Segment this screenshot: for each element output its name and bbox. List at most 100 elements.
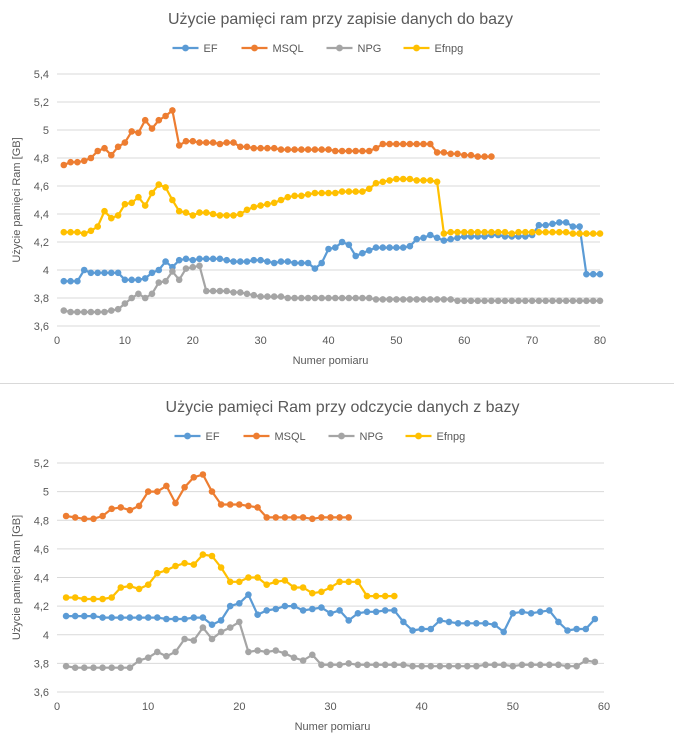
- data-point: [365, 247, 373, 254]
- data-point: [114, 212, 122, 219]
- data-point: [74, 277, 81, 285]
- data-point: [352, 294, 360, 302]
- chart-read: Użycie pamięci Ram przy odczycie danych …: [0, 388, 674, 737]
- legend-swatch-marker: [253, 432, 260, 440]
- data-point: [391, 661, 398, 669]
- data-point: [564, 627, 571, 634]
- data-point: [162, 277, 169, 285]
- data-point: [332, 294, 339, 302]
- x-tick-label: 30: [324, 701, 336, 713]
- data-point: [74, 158, 81, 166]
- legend-item-msql: MSQL: [243, 431, 306, 443]
- series-msql: [60, 107, 495, 169]
- data-point: [440, 296, 448, 303]
- data-point: [406, 242, 414, 250]
- data-point: [80, 157, 88, 165]
- data-point: [406, 175, 414, 183]
- data-point: [175, 142, 183, 149]
- data-point: [327, 514, 334, 521]
- data-point: [135, 193, 142, 201]
- data-point: [190, 561, 198, 568]
- data-point: [509, 662, 517, 670]
- data-point: [399, 244, 407, 251]
- data-point: [237, 143, 244, 151]
- series-efnpg: [62, 551, 398, 603]
- data-point: [199, 614, 207, 621]
- data-point: [447, 235, 455, 243]
- y-tick-label: 5,2: [34, 97, 49, 109]
- data-point: [60, 277, 68, 285]
- data-point: [163, 615, 170, 623]
- data-point: [114, 305, 122, 313]
- y-tick-label: 5,4: [34, 69, 49, 81]
- data-point: [338, 294, 346, 302]
- data-point: [190, 474, 198, 481]
- data-point: [270, 293, 278, 300]
- data-point: [564, 662, 571, 670]
- data-point: [515, 228, 522, 236]
- data-point: [491, 621, 498, 628]
- data-point: [243, 290, 251, 298]
- data-point: [536, 608, 544, 616]
- data-point: [254, 611, 261, 618]
- data-point: [101, 269, 108, 277]
- data-point: [62, 612, 70, 620]
- data-point: [555, 618, 562, 626]
- data-point: [562, 228, 570, 236]
- data-point: [99, 512, 106, 520]
- data-point: [325, 245, 332, 253]
- data-point: [309, 589, 316, 597]
- data-point: [420, 140, 427, 148]
- data-point: [359, 188, 366, 195]
- data-point: [108, 214, 115, 222]
- data-point: [354, 610, 362, 617]
- data-point: [90, 612, 97, 620]
- data-point: [114, 269, 122, 277]
- data-point: [379, 296, 387, 303]
- series-line: [63, 109, 492, 167]
- y-tick-label: 4,4: [34, 573, 49, 585]
- data-point: [576, 223, 583, 230]
- data-point: [352, 252, 360, 260]
- data-point: [128, 276, 135, 284]
- legend-label: MSQL: [273, 43, 304, 55]
- data-point: [318, 146, 326, 153]
- data-point: [74, 228, 81, 236]
- data-point: [217, 564, 225, 571]
- data-point: [67, 277, 74, 285]
- data-point: [80, 266, 88, 274]
- data-point: [209, 287, 217, 295]
- data-point: [345, 241, 353, 249]
- data-point: [284, 294, 292, 302]
- x-tick-label: 60: [458, 335, 470, 347]
- data-point: [304, 146, 312, 153]
- data-point: [155, 279, 163, 286]
- data-point: [467, 228, 475, 236]
- data-point: [542, 221, 549, 229]
- data-point: [135, 276, 142, 284]
- data-point: [290, 654, 298, 661]
- data-point: [148, 125, 156, 132]
- data-point: [245, 648, 252, 656]
- data-point: [527, 661, 535, 669]
- data-point: [311, 146, 319, 153]
- data-point: [281, 514, 289, 521]
- data-point: [203, 255, 210, 263]
- data-point: [391, 592, 398, 600]
- data-point: [454, 297, 461, 305]
- data-point: [141, 202, 149, 209]
- data-point: [126, 506, 134, 514]
- data-point: [481, 228, 488, 236]
- data-point: [236, 618, 243, 626]
- data-point: [264, 258, 271, 265]
- data-point: [141, 116, 149, 124]
- data-point: [413, 140, 421, 148]
- data-point: [199, 551, 207, 558]
- data-point: [94, 269, 101, 277]
- data-point: [481, 297, 488, 305]
- data-point: [420, 177, 427, 184]
- data-point: [182, 255, 190, 263]
- data-point: [379, 178, 387, 186]
- data-point: [345, 514, 353, 521]
- data-point: [162, 184, 169, 191]
